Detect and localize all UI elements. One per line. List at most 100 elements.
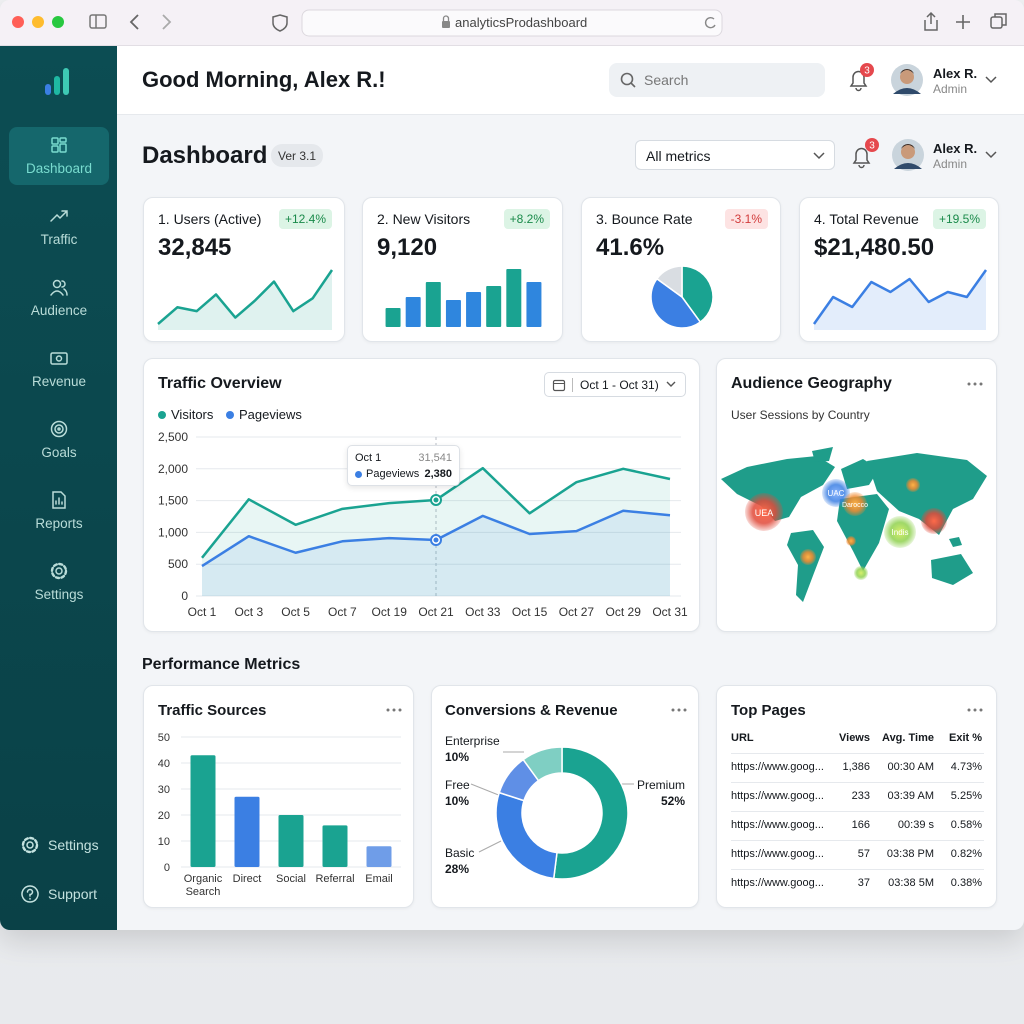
session-bubble[interactable] (822, 479, 850, 507)
search-box[interactable]: Search (609, 63, 825, 97)
nav-item[interactable]: Dashboard (9, 127, 109, 185)
session-bubble[interactable] (843, 492, 867, 516)
x-tick-label: Oct 33 (465, 605, 501, 619)
section-title: Performance Metrics (142, 656, 301, 673)
avatar-hair (901, 144, 915, 149)
menu[interactable] (966, 707, 984, 713)
legend-label: Pageviews (239, 407, 302, 422)
icon-shape (52, 491, 66, 509)
avatar-hair (900, 69, 914, 74)
bell[interactable] (849, 70, 868, 92)
kpi-card: 2. New Visitors +8.2% 9,120 (362, 197, 563, 342)
session-bubble[interactable] (884, 516, 916, 548)
hover-point-core (433, 497, 439, 503)
marker-label: UAC (828, 489, 845, 498)
nav-item[interactable]: Reports (9, 482, 109, 540)
table-cell: 0.38% (950, 877, 982, 889)
reload[interactable] (704, 16, 716, 29)
nav-item[interactable]: Revenue (9, 340, 109, 398)
header (117, 46, 1024, 115)
version: Ver 3.1 (271, 144, 324, 167)
shield[interactable] (272, 14, 288, 32)
nav-item[interactable]: Audience (9, 269, 109, 327)
sidebar-toggle[interactable] (89, 14, 107, 29)
date-picker[interactable]: Oct 1 - Oct 31) (544, 372, 686, 397)
sparkline-area (158, 270, 332, 330)
session-bubble[interactable] (921, 508, 947, 534)
bell[interactable] (852, 147, 871, 169)
url-bar[interactable] (301, 9, 723, 37)
slice-value: 28% (445, 862, 470, 876)
session-bubble[interactable] (906, 478, 920, 492)
slice-value: 10% (445, 794, 470, 808)
kpi-value: 41.6% (596, 234, 665, 261)
kpi-card: 1. Users (Active) +12.4% 32,845 (143, 197, 345, 342)
menu[interactable] (385, 707, 403, 713)
footer-item[interactable]: Support (18, 881, 113, 907)
donut-chart (470, 746, 634, 880)
back[interactable] (129, 14, 139, 30)
footer-label: Support (48, 886, 98, 902)
table-cell: https://www.goog... (731, 848, 824, 860)
menu[interactable] (966, 381, 984, 387)
search-icon (620, 72, 636, 88)
metric-filter[interactable]: All metrics (635, 140, 835, 170)
zoom[interactable] (52, 16, 64, 28)
table-cell: 0.82% (950, 848, 982, 860)
y-tick-label: 1,000 (158, 525, 188, 539)
share[interactable] (924, 11, 938, 31)
new-tab[interactable] (956, 15, 970, 29)
slice-name: Premium (636, 778, 685, 792)
tabs[interactable] (990, 16, 1003, 29)
forward[interactable] (162, 14, 172, 30)
minimize[interactable] (32, 16, 44, 28)
window: analyticsProdashboard Dashboard Traffic Au… (0, 0, 1024, 930)
kpi-chart (157, 269, 334, 330)
nav-item[interactable]: Traffic (9, 198, 109, 256)
row-divider (731, 840, 984, 841)
tooltip-dot (355, 471, 362, 478)
nav-item[interactable]: Settings (9, 553, 109, 611)
nav-icon (52, 491, 66, 509)
kpi-card: 4. Total Revenue +19.5% $21,480.50 (799, 197, 999, 342)
session-bubble[interactable] (846, 536, 856, 546)
slice (552, 746, 629, 880)
chevron[interactable] (985, 151, 997, 159)
x-tick-label: Social (276, 873, 306, 885)
logo-bar (54, 76, 60, 95)
icon-shape (55, 567, 63, 575)
conversions-card: Conversions & Revenue Premium 52% Basic 28%… (431, 685, 699, 908)
slice (681, 265, 714, 324)
footer-item[interactable]: Settings (18, 832, 113, 858)
close[interactable] (12, 16, 24, 28)
table-cell: 0.58% (950, 819, 982, 831)
slice-name: Free (445, 778, 470, 792)
slice-value: 52% (660, 794, 685, 808)
icon-shape (54, 424, 64, 434)
kpi-label: 2. New Visitors (377, 211, 471, 227)
icon-shape (59, 143, 67, 153)
traffic-chart: 0 500 1,000 1,500 2,000 2,500 Oct 1 Oct 3 Oct 5 O… (158, 430, 688, 619)
greeting: Good Morning, Alex R.! (142, 67, 386, 92)
x-tick-label: Direct (232, 873, 262, 885)
badge (860, 63, 874, 77)
legend-swatch (158, 411, 166, 419)
menu[interactable] (670, 707, 688, 713)
lock-shackle (442, 15, 450, 21)
asia (867, 453, 987, 535)
notification-count: 3 (869, 141, 875, 152)
traffic-card: Traffic Overview Oct 1 - Oct 31) Visitor… (143, 358, 700, 632)
session-bubble[interactable] (854, 566, 868, 580)
nav-item[interactable]: Goals (9, 411, 109, 469)
slice (495, 791, 558, 880)
row-divider (731, 753, 984, 754)
chevron[interactable] (985, 76, 997, 84)
greenland (812, 447, 833, 462)
session-bubble[interactable] (745, 493, 783, 531)
avatar-face (901, 145, 915, 159)
x-tick-label: Oct 7 (328, 605, 357, 619)
slice-label: Free 10% (445, 777, 470, 809)
session-bubble[interactable] (800, 549, 816, 565)
icon-shape (55, 355, 63, 362)
bar (322, 825, 348, 867)
